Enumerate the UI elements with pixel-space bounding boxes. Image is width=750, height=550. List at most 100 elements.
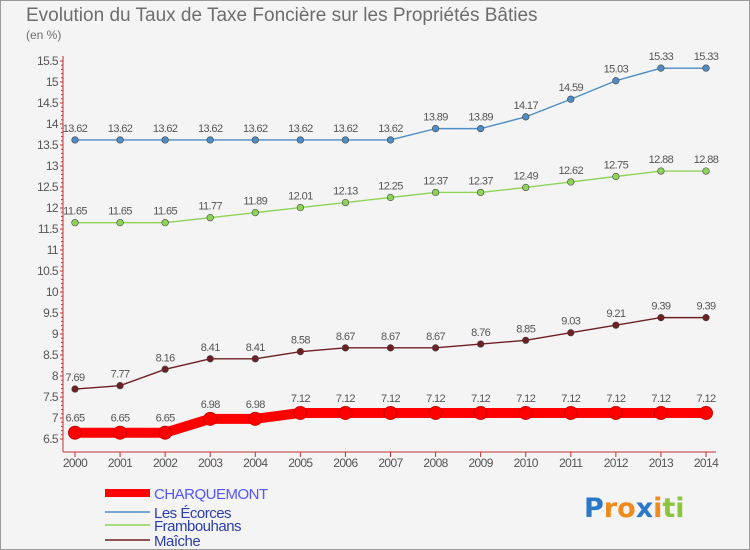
y-tick-label: 10.5 — [37, 264, 59, 278]
data-point — [431, 344, 440, 352]
data-label: 12.88 — [694, 154, 719, 166]
data-point — [473, 405, 488, 420]
data-point — [206, 136, 214, 144]
y-tick-label: 15 — [46, 75, 59, 89]
data-label: 11.65 — [108, 206, 132, 218]
data-point — [567, 178, 575, 186]
data-label: 12.37 — [468, 175, 493, 187]
data-point — [612, 172, 620, 181]
data-label: 8.85 — [516, 323, 535, 335]
chart-subtitle: (en %) — [26, 28, 61, 42]
data-label: 7.12 — [381, 393, 400, 405]
x-tick-label: 2011 — [559, 456, 583, 470]
data-label: 7.69 — [65, 372, 84, 384]
data-point — [612, 321, 620, 329]
y-tick-label: 7.5 — [43, 390, 59, 404]
data-labels: 13.62 13.62 13.62 13.62 13.62 13.62 13.62 13.62… — [63, 51, 720, 425]
data-point — [251, 355, 259, 363]
data-point — [653, 405, 668, 420]
legend-label: CHARQUEMONT — [154, 486, 268, 503]
data-label: 12.01 — [288, 191, 313, 203]
logo-letter: r — [604, 493, 618, 524]
data-label: 12.62 — [559, 165, 584, 177]
data-label: 13.62 — [63, 123, 88, 135]
legend-label: Les Écorces — [154, 505, 231, 522]
x-tick-label: 2002 — [153, 456, 178, 470]
data-point — [251, 209, 259, 217]
data-point — [522, 183, 530, 192]
data-point — [386, 193, 395, 202]
data-point — [428, 405, 443, 420]
data-point — [113, 425, 128, 440]
data-label: 9.03 — [561, 316, 580, 328]
data-point — [567, 329, 575, 337]
data-label: 6.98 — [246, 399, 265, 411]
legend-label: Frambouhans — [154, 518, 241, 535]
data-point — [248, 411, 263, 426]
x-tick-label: 2013 — [649, 456, 674, 470]
data-label: 8.67 — [381, 331, 400, 343]
series-2 — [71, 64, 710, 144]
y-tick-label: 10 — [46, 285, 59, 299]
data-point — [702, 64, 710, 72]
y-tick-label: 8.5 — [43, 348, 59, 362]
data-point — [68, 425, 82, 440]
data-label: 7.12 — [696, 393, 715, 405]
logo-letter: x — [636, 493, 653, 524]
data-point — [386, 344, 395, 352]
data-point — [71, 385, 79, 393]
logo-letter: o — [617, 493, 636, 524]
data-point — [296, 203, 304, 212]
data-point — [161, 365, 169, 373]
data-point — [296, 136, 304, 144]
data-label: 6.65 — [111, 413, 130, 425]
data-point — [251, 136, 259, 144]
x-tick-label: 2003 — [198, 456, 223, 470]
data-point — [116, 382, 124, 390]
data-label: 15.33 — [694, 51, 719, 63]
data-point — [518, 405, 533, 420]
data-point — [158, 425, 173, 440]
data-label: 12.37 — [423, 175, 448, 187]
data-point — [477, 340, 485, 348]
data-label: 11.65 — [153, 206, 177, 218]
data-point — [612, 77, 620, 85]
data-label: 8.76 — [471, 327, 490, 339]
y-tick-label: 14.5 — [37, 96, 59, 110]
data-point — [116, 136, 124, 144]
data-label: 7.12 — [291, 393, 310, 405]
data-label: 13.89 — [423, 112, 448, 124]
data-point — [431, 188, 440, 197]
data-point — [293, 405, 308, 420]
x-tick-label: 2009 — [468, 456, 493, 470]
data-label: 14.59 — [559, 82, 584, 94]
y-tick-label: 12 — [46, 201, 59, 215]
x-tick-label: 2005 — [288, 456, 313, 470]
data-label: 7.12 — [561, 393, 580, 405]
data-point — [522, 336, 530, 344]
data-label: 12.88 — [649, 154, 674, 166]
proxiti-logo: Proxiti — [584, 493, 685, 524]
data-label: 13.62 — [378, 123, 403, 135]
data-point — [338, 405, 353, 420]
data-label: 9.21 — [606, 308, 625, 320]
data-label: 13.62 — [333, 123, 358, 135]
x-tick-label: 2001 — [108, 456, 133, 470]
logo-letter: i — [653, 493, 662, 524]
y-tick-label: 14 — [46, 117, 59, 131]
data-point — [567, 95, 575, 103]
x-tick-label: 2014 — [694, 456, 719, 470]
y-tick-label: 6.5 — [43, 432, 59, 446]
data-point — [608, 405, 623, 420]
series-3 — [71, 167, 710, 227]
x-tick-label: 2010 — [514, 456, 539, 470]
data-point — [477, 125, 485, 133]
data-label: 8.41 — [246, 342, 265, 354]
data-label: 7.12 — [651, 393, 670, 405]
x-tick-label: 2008 — [423, 456, 448, 470]
series-4 — [71, 314, 710, 393]
data-label: 9.39 — [696, 301, 715, 313]
data-label: 8.67 — [336, 331, 355, 343]
data-label: 7.12 — [471, 393, 490, 405]
